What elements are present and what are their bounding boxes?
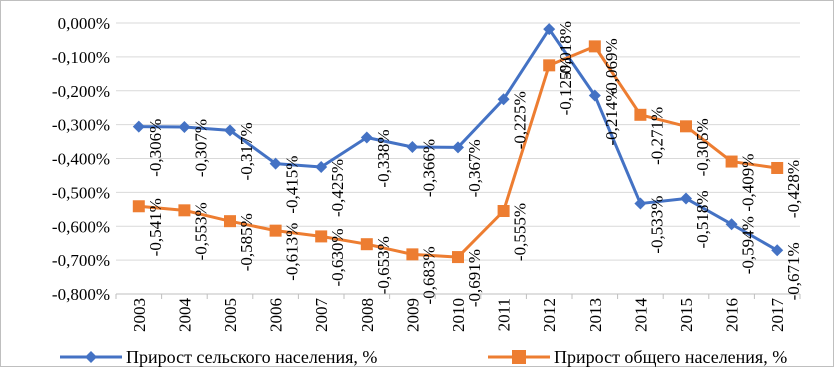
data-point [497,93,510,106]
x-tick-label: 2011 [495,298,514,331]
x-tick-label: 2013 [586,298,605,332]
data-label: -0,409% [739,154,758,212]
data-point [680,192,692,205]
y-tick-label: -0,600% [52,217,110,236]
data-point [452,141,464,154]
data-label: -0,555% [511,203,530,261]
data-point [269,224,282,237]
y-tick-label: -0,300% [52,116,110,135]
x-tick-label: 2007 [312,298,331,333]
x-tick-label: 2014 [631,298,650,333]
x-tick-label: 2003 [130,298,149,332]
data-label: -0,630% [328,228,347,286]
data-label: -0,553% [191,202,210,260]
data-point [224,215,236,228]
x-tick-label: 2006 [267,298,286,332]
data-point [725,155,738,168]
legend-marker [512,350,526,364]
y-tick-label: -0,800% [52,285,110,304]
x-tick-label: 2008 [358,298,377,332]
data-label: -0,125% [556,57,575,115]
legend-marker [85,351,97,363]
data-point [725,218,738,231]
data-point [771,161,784,174]
y-axis: 0,000% -0,100% -0,200% -0,300% -0,400% -0,500… [52,14,110,304]
data-point [588,40,601,53]
data-label: -0,533% [647,196,666,254]
data-label: -0,425% [328,159,347,217]
data-label: -0,518% [693,190,712,248]
data-label: -0,225% [511,91,530,149]
data-point [452,251,464,264]
data-label: -0,069% [602,38,621,96]
x-tick-label: 2004 [175,298,194,333]
x-tick-label: 2016 [723,298,742,332]
data-label: -0,691% [465,249,484,307]
data-point [178,120,191,133]
data-label: -0,594% [739,216,758,274]
data-label: -0,367% [465,139,484,197]
data-label: -0,428% [784,160,803,218]
x-tick-label: 2009 [403,298,422,332]
data-point [588,89,601,102]
legend-label: Прирост сельского населения, % [126,347,377,367]
data-point [132,200,145,213]
data-point [634,108,647,121]
data-point [178,204,191,217]
data-point [680,120,692,133]
x-tick-label: 2010 [449,298,468,332]
data-label: -0,307% [191,119,210,177]
legend: Прирост сельского населения, % Прирост об… [60,347,787,367]
data-point [634,197,647,210]
data-point [543,59,556,72]
data-point [543,23,556,36]
data-label: -0,018% [556,21,575,79]
x-tick-label: 2012 [540,298,559,332]
data-label: -0,415% [283,156,302,214]
data-label: -0,338% [374,129,393,187]
data-label: -0,683% [419,246,438,304]
data-point [771,244,784,257]
x-tick-label: 2005 [221,298,240,332]
data-label: -0,317% [237,122,256,180]
data-point [497,205,510,218]
data-point [269,157,282,170]
series-group [132,23,784,264]
legend-label: Прирост общего населения, % [554,347,787,367]
data-point [224,124,236,137]
data-label: -0,585% [237,213,256,271]
data-point [315,230,328,243]
x-tick-label: 2017 [768,298,787,333]
x-tick-label: 2015 [677,298,696,332]
data-labels: -0,306% -0,307% -0,317% -0,415% -0,425% -0,33… [146,21,803,307]
data-label: -0,671% [784,242,803,300]
data-point [360,131,373,144]
data-point [360,238,373,251]
data-point [315,160,328,173]
data-label: -0,306% [146,119,165,177]
y-tick-label: -0,200% [52,82,110,101]
data-label: -0,366% [419,139,438,197]
y-tick-label: 0,000% [58,14,110,33]
data-label: -0,613% [283,223,302,281]
data-point [406,248,419,261]
data-point [406,140,419,153]
data-point [132,120,145,133]
x-axis: 2003 2004 2005 2006 2007 2008 2009 2010 2011 2012… [115,293,801,333]
y-tick-label: -0,500% [52,183,110,202]
data-label: -0,271% [647,107,666,165]
y-tick-label: -0,700% [52,251,110,270]
data-label: -0,653% [374,236,393,294]
data-label: -0,541% [146,198,165,256]
data-label: -0,305% [693,118,712,176]
data-label: -0,214% [602,87,621,145]
y-tick-label: -0,100% [52,48,110,67]
y-tick-label: -0,400% [52,150,110,169]
